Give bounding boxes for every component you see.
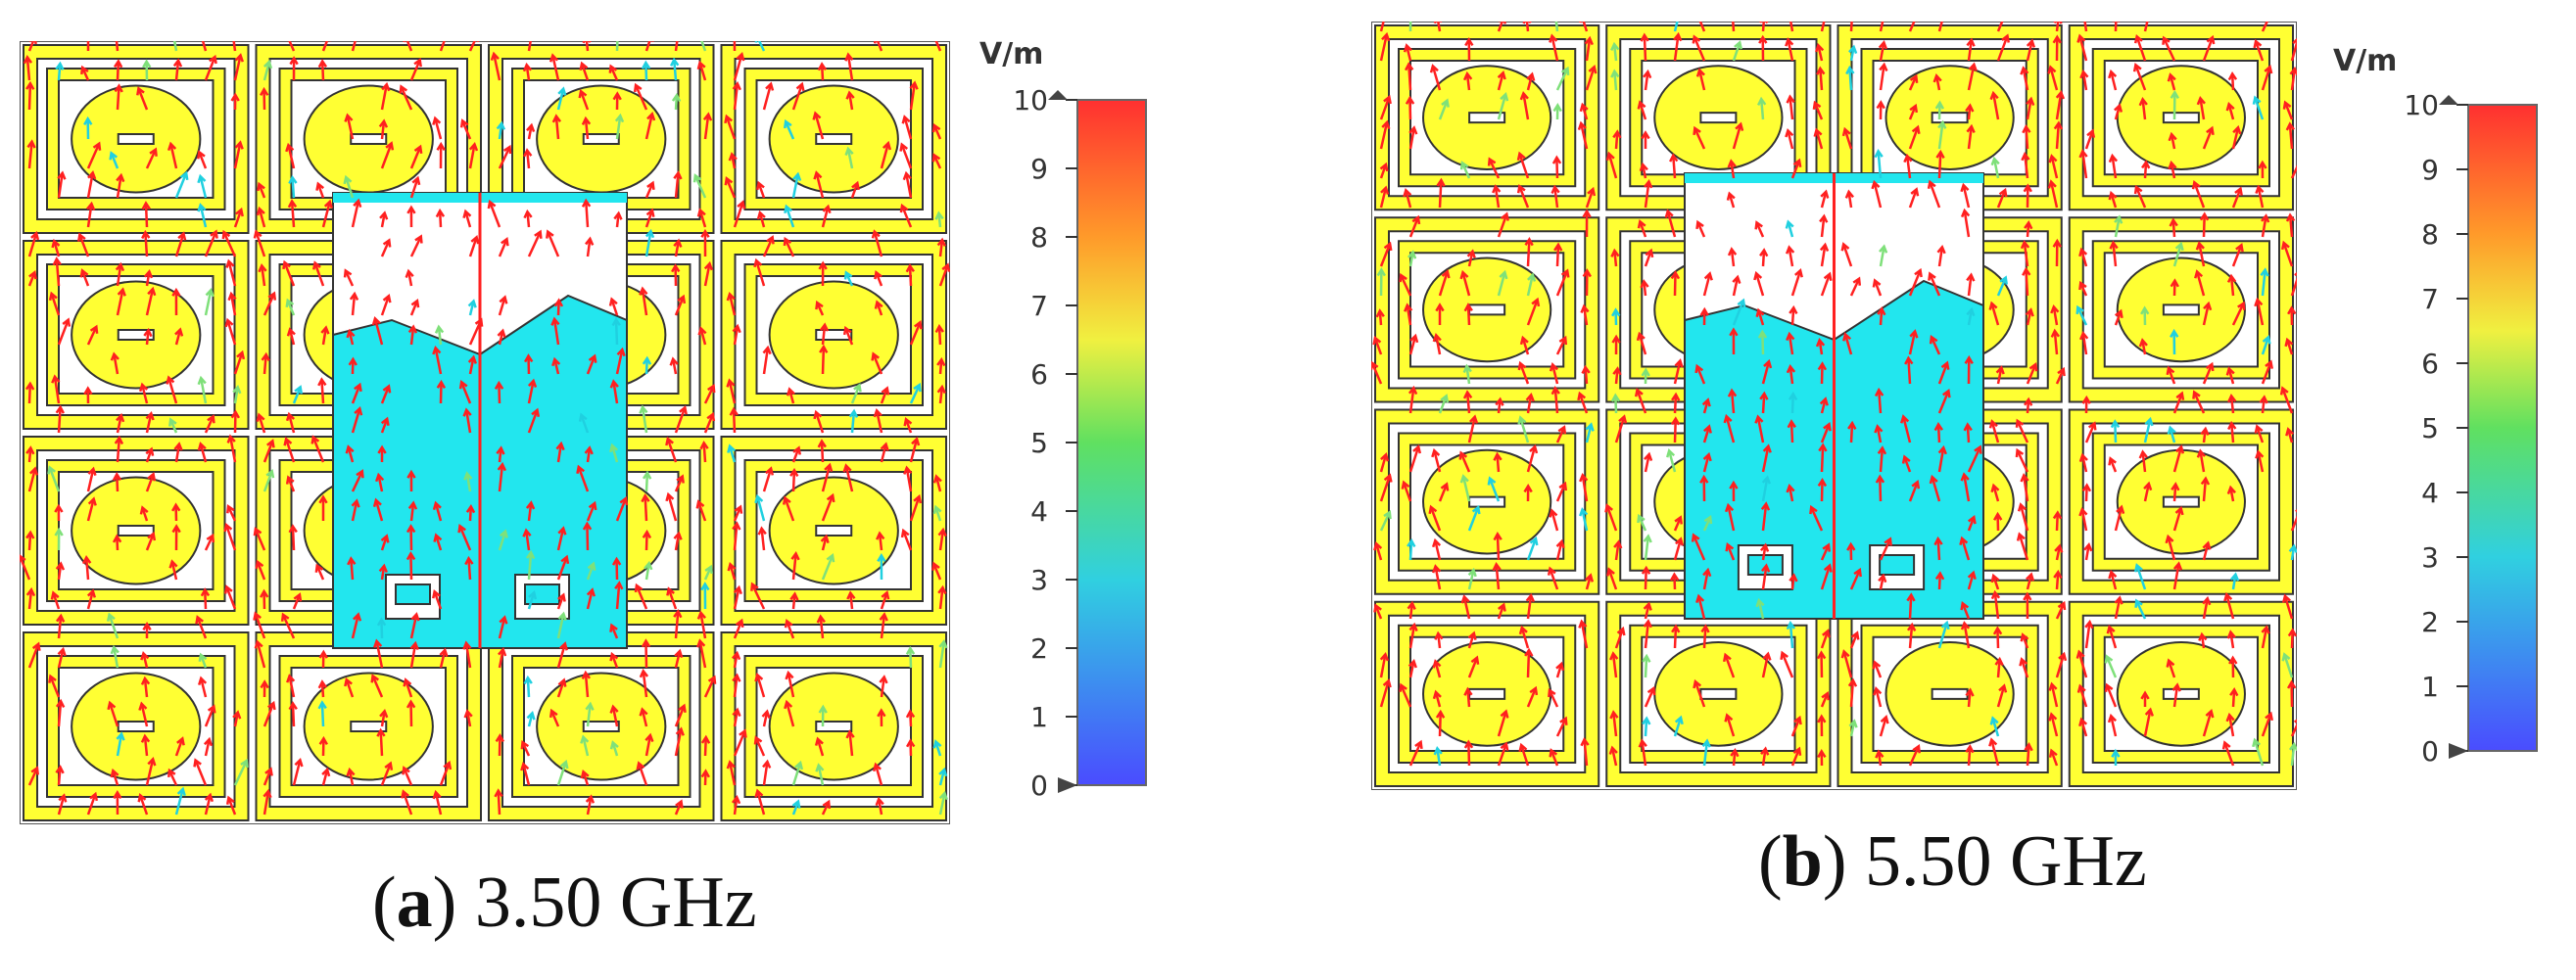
colorbar-tick-label: 0 [2421,735,2439,768]
caption-frequency-a: 3.50 GHz [474,863,757,943]
colorbar-tick-label: 2 [2421,606,2439,638]
metasurface-unit-cell [255,631,482,821]
metasurface-unit-cell [720,436,947,626]
colorbar-tick-label: 8 [2421,218,2439,251]
colorbar-tick-label: 10 [2404,93,2439,121]
metasurface-unit-cell [2068,216,2294,403]
metasurface-unit-cell [2068,600,2294,787]
field-plot-a [20,41,950,824]
colorbar-b: 10 9 8 7 6 5 4 3 2 1 0 [2361,89,2556,778]
metasurface-unit-cell [23,240,250,430]
colorbar-unit-b: V/m [2333,44,2398,78]
colorbar-top-marker [1048,90,1068,100]
metasurface-unit-cell [1374,408,1600,595]
colorbar-tick-label: 9 [2421,154,2439,186]
metasurface-unit-cell [1374,600,1600,787]
colorbar-tick-label: 0 [1030,770,1048,802]
colorbar-unit-a: V/m [979,37,1044,71]
field-plot-b [1371,22,2297,790]
e-field-arrows [20,41,950,816]
metasurface-unit-cell [1837,24,2063,211]
colorbar-tick-label: 7 [1030,290,1048,322]
metasurface-unit-cell [23,436,250,626]
colorbar-gradient [1076,99,1147,786]
metasurface-unit-cell [23,631,250,821]
caption-letter-b: b [1782,821,1823,902]
metasurface-unit-cell [720,44,947,234]
colorbar-a: 10 9 8 7 6 5 4 3 2 1 0 [970,84,1166,813]
colorbar-tick-label: 5 [1030,427,1048,459]
metasurface-unit-cell [1605,600,1832,787]
caption-a: (a) 3.50 GHz [372,863,757,943]
colorbar-tick-label: 3 [1030,564,1048,596]
metasurface-unit-cell [1374,24,1600,211]
metasurface-unit-cell [23,44,250,234]
caption-frequency-b: 5.50 GHz [1864,821,2147,902]
metasurface-unit-cell [2068,408,2294,595]
colorbar-bottom-marker [1058,777,1077,793]
colorbar-tick-label: 4 [2421,477,2439,509]
colorbar-tick-label: 1 [2421,671,2439,703]
caption-letter-a: a [396,863,433,943]
colorbar-tick-label: 8 [1030,221,1048,254]
colorbar-tick-label: 2 [1030,632,1048,665]
colorbar-tick-label: 6 [2421,348,2439,380]
colorbar-top-marker [2439,95,2458,105]
colorbar-tick-label: 7 [2421,283,2439,315]
caption-b: (b) 5.50 GHz [1758,821,2147,902]
metasurface-unit-cell [488,631,715,821]
colorbar-bottom-marker [2449,743,2468,759]
colorbar-tick-label: 1 [1030,701,1048,733]
colorbar-tick-label: 3 [2421,541,2439,574]
metasurface-unit-cell [1374,216,1600,403]
metasurface-unit-cell [720,240,947,430]
colorbar-tick-label: 5 [2421,412,2439,444]
metasurface-unit-cell [720,631,947,821]
e-field-arrows [1371,22,2297,767]
colorbar-gradient [2467,104,2538,752]
colorbar-tick-label: 6 [1030,358,1048,391]
colorbar-tick-label: 4 [1030,495,1048,528]
colorbar-tick-label: 9 [1030,153,1048,185]
colorbar-tick-label: 10 [1013,88,1048,117]
